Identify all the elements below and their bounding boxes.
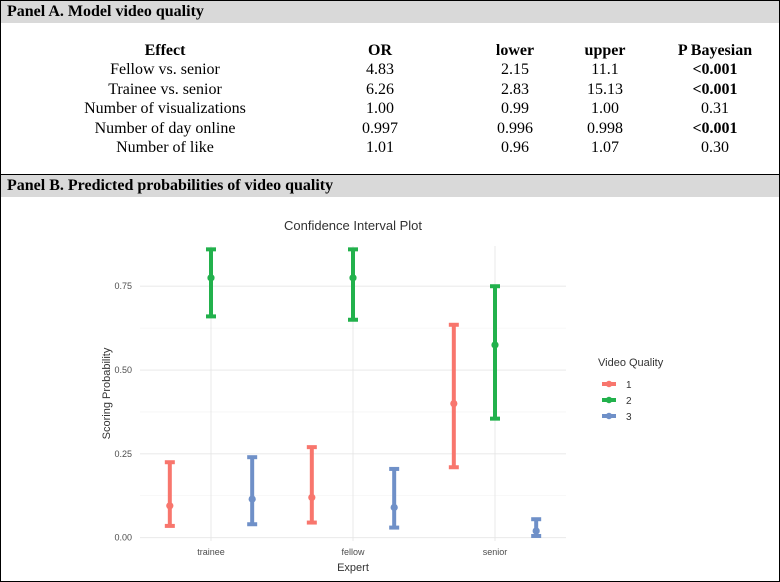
legend-key-point [605, 412, 613, 420]
point-estimate-1-fellow [308, 493, 316, 502]
legend-label-3: 3 [626, 412, 632, 423]
x-tick-label: trainee [197, 547, 225, 557]
table-cell-effect: Number of like [116, 139, 214, 156]
table-cell-lower: 2.83 [501, 80, 529, 98]
table-cell-or: 1.01 [366, 139, 394, 156]
table-cell-effect: Fellow vs. senior [110, 61, 220, 78]
legend-title: Video Quality [598, 357, 664, 369]
legend-key-point [605, 380, 613, 388]
table-cell-effect: Trainee vs. senior [108, 80, 222, 98]
y-tick-label: 0.25 [114, 449, 132, 459]
col-header-lower: lower [495, 42, 535, 59]
point-estimate-1-trainee [166, 502, 174, 510]
table-cell-upper: 11.1 [591, 61, 619, 78]
col-header-upper: upper [584, 42, 626, 59]
panel-b-header: Panel B. Predicted probabilities of vide… [1, 175, 779, 197]
confidence-interval-chart: 0.00 0.25 0.50 0.75 trainee fellow senior Confi… [101, 218, 664, 574]
legend-label-1: 1 [626, 380, 632, 391]
table-cell-lower: 0.99 [501, 100, 529, 117]
panel-a-header: Panel A. Model video quality [1, 1, 779, 23]
table-cell-p: <0.001 [692, 119, 738, 137]
table-cell-effect: Number of visualizations [84, 100, 246, 117]
col-header-or: OR [368, 42, 392, 59]
table-cell-lower: 0.96 [501, 139, 529, 156]
point-estimate-2-fellow [349, 274, 357, 282]
table-cell-or: 6.26 [366, 80, 394, 98]
col-header-p-bayesian: P Bayesian [677, 42, 753, 59]
point-estimate-3-trainee [248, 495, 256, 503]
x-tick-label: fellow [341, 547, 365, 557]
table-cell-effect: Number of day online [94, 119, 236, 137]
chart-title: Confidence Interval Plot [284, 218, 422, 233]
table-cell-p: <0.001 [692, 80, 738, 98]
table-cell-upper: 1.00 [591, 100, 619, 117]
point-estimate-3-senior [532, 527, 540, 535]
table-cell-or: 4.83 [366, 61, 394, 78]
point-estimate-1-senior [450, 399, 458, 408]
table-cell-upper: 1.07 [591, 139, 619, 156]
table-cell-upper: 0.998 [587, 119, 623, 137]
point-estimate-2-senior [491, 341, 499, 349]
x-axis-label: Expert [337, 562, 369, 574]
point-estimate-2-trainee [207, 274, 215, 282]
col-header-effect: Effect [144, 42, 186, 59]
table-cell-or: 0.997 [362, 119, 398, 137]
table-cell-p: <0.001 [692, 61, 738, 78]
y-tick-label: 0.50 [114, 365, 132, 375]
table-cell-lower: 2.15 [501, 61, 529, 78]
table-cell-p: 0.30 [701, 139, 729, 156]
table-cell-p: 0.31 [701, 100, 729, 117]
legend-label-2: 2 [626, 396, 632, 407]
y-tick-label: 0.75 [114, 281, 132, 291]
table-cell-upper: 15.13 [587, 80, 623, 98]
table-cell-lower: 0.996 [497, 119, 533, 137]
x-tick-label: senior [483, 547, 508, 557]
point-estimate-3-fellow [390, 503, 398, 512]
y-axis-label: Scoring Probability [101, 347, 113, 439]
panel-divider [0, 174, 779, 175]
y-tick-label: 0.00 [114, 533, 132, 543]
table-cell-or: 1.00 [366, 100, 394, 117]
legend-key-point [605, 396, 613, 404]
